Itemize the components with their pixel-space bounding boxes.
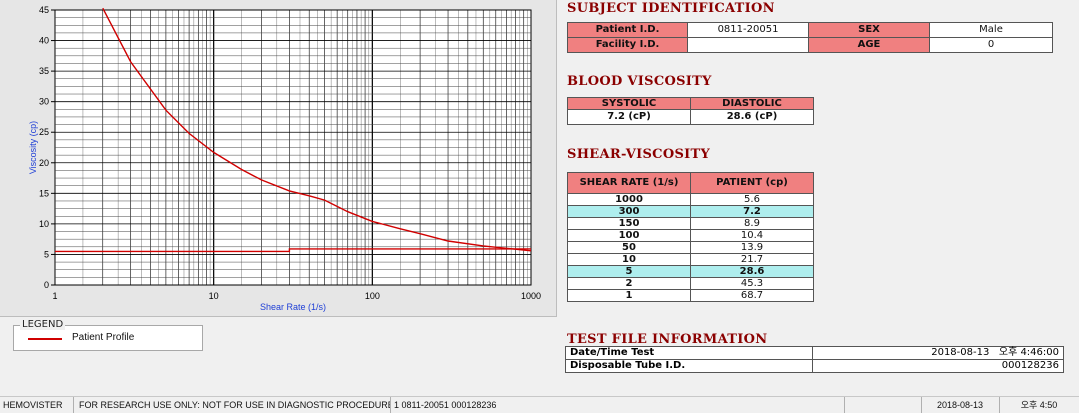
systolic-value: 7.2 (cP) (567, 109, 691, 125)
patient-cp-cell: 68.7 (690, 289, 814, 302)
x-tick-label: 100 (365, 291, 380, 301)
shear-rate-cell: 2 (567, 277, 691, 290)
shear-rate-cell: 5 (567, 265, 691, 278)
shear-rate-header: SHEAR RATE (1/s) (567, 172, 691, 194)
systolic-label: SYSTOLIC (567, 97, 691, 110)
sex-label: SEX (808, 22, 930, 38)
shear-rate-cell: 300 (567, 205, 691, 218)
x-tick-label: 1 (52, 291, 57, 301)
x-tick-label: 1000 (521, 291, 541, 301)
table-row: 150 8.9 (567, 217, 814, 230)
test-file-information-title: TEST FILE INFORMATION (567, 332, 768, 347)
patient-cp-cell: 45.3 (690, 277, 814, 290)
shear-viscosity-table: SHEAR RATE (1/s) PATIENT (cp) 1000 5.6 300… (567, 172, 814, 302)
y-tick-label: 10 (39, 219, 49, 229)
y-tick-label: 45 (39, 5, 49, 15)
datetime-test-label: Date/Time Test (565, 346, 813, 360)
datetime-test-value: 2018-08-13 오후 4:46:00 (812, 346, 1064, 360)
table-row: 2 45.3 (567, 277, 814, 290)
blood-viscosity-title: BLOOD VISCOSITY (567, 74, 712, 89)
table-row: 10 21.7 (567, 253, 814, 266)
patient-id-value: 0811-20051 (687, 22, 809, 38)
shear-rate-cell: 1 (567, 289, 691, 302)
table-row: 50 13.9 (567, 241, 814, 254)
status-date: 2018-08-13 (921, 397, 1000, 413)
shear-rate-cell: 10 (567, 253, 691, 266)
legend-series-label: Patient Profile (72, 332, 135, 343)
legend-title: LEGEND (20, 319, 66, 330)
status-bar: HEMOVISTER FOR RESEARCH USE ONLY: NOT FO… (0, 396, 1079, 413)
status-time: 오후 4:50 (1020, 400, 1058, 410)
y-tick-label: 20 (39, 158, 49, 168)
status-empty-cell (843, 397, 922, 413)
table-row: 5 28.6 (567, 265, 814, 278)
patient-cp-cell: 13.9 (690, 241, 814, 254)
age-label: AGE (808, 37, 930, 53)
table-row: 1 68.7 (567, 289, 814, 302)
diastolic-label: DIASTOLIC (690, 97, 814, 110)
y-tick-label: 40 (39, 36, 49, 46)
reference-line (55, 248, 531, 253)
subject-identification-title: SUBJECT IDENTIFICATION (567, 1, 775, 16)
patient-cp-cell: 5.6 (690, 193, 814, 206)
patient-profile-line (102, 7, 532, 252)
status-research-notice: FOR RESEARCH USE ONLY: NOT FOR USE IN DI… (76, 397, 391, 413)
blood-viscosity-table: SYSTOLIC DIASTOLIC 7.2 (cP) 28.6 (cP) (567, 97, 814, 125)
facility-id-value (687, 37, 809, 53)
viscosity-chart-panel: 0 5 10 15 20 25 30 35 40 45 1 10 100 1000 Shear Rate (… (0, 0, 557, 317)
x-axis-label: Shear Rate (1/s) (260, 302, 326, 312)
status-session-info: 1 0811-20051 000128236 (391, 397, 845, 413)
age-value: 0 (929, 37, 1053, 53)
table-row: 1000 5.6 (567, 193, 814, 206)
y-tick-label: 0 (44, 280, 49, 290)
y-tick-label: 30 (39, 97, 49, 107)
y-tick-label: 35 (39, 66, 49, 76)
patient-cp-cell: 10.4 (690, 229, 814, 242)
x-tick-label: 10 (209, 291, 219, 301)
patient-cp-cell: 8.9 (690, 217, 814, 230)
y-tick-label: 15 (39, 188, 49, 198)
shear-viscosity-title: SHEAR-VISCOSITY (567, 147, 711, 162)
table-row: 300 7.2 (567, 205, 814, 218)
diastolic-value: 28.6 (cP) (690, 109, 814, 125)
sex-value: Male (929, 22, 1053, 38)
test-file-table: Date/Time Test 2018-08-13 오후 4:46:00 Dis… (565, 346, 1064, 373)
y-axis-label: Viscosity (cp) (28, 121, 38, 174)
viscosity-chart: 0 5 10 15 20 25 30 35 40 45 1 10 100 1000 Shear Rate (… (28, 5, 541, 312)
y-tick-label: 5 (44, 249, 49, 259)
patient-cp-cell: 7.2 (690, 205, 814, 218)
status-app-name: HEMOVISTER (0, 397, 74, 413)
legend-series-swatch (28, 338, 62, 340)
patient-cp-cell: 21.7 (690, 253, 814, 266)
table-row: 100 10.4 (567, 229, 814, 242)
shear-rate-cell: 50 (567, 241, 691, 254)
disposable-tube-value: 000128236 (812, 359, 1064, 373)
patient-cp-cell: 28.6 (690, 265, 814, 278)
y-tick-label: 25 (39, 127, 49, 137)
patient-cp-header: PATIENT (cp) (690, 172, 814, 194)
shear-rate-cell: 100 (567, 229, 691, 242)
chart-legend: LEGEND Patient Profile (13, 319, 203, 351)
disposable-tube-label: Disposable Tube I.D. (565, 359, 813, 373)
shear-rate-cell: 1000 (567, 193, 691, 206)
patient-id-label: Patient I.D. (567, 22, 688, 38)
subject-table: Patient I.D. 0811-20051 SEX Male Facilit… (567, 22, 1053, 53)
facility-id-label: Facility I.D. (567, 37, 688, 53)
shear-rate-cell: 150 (567, 217, 691, 230)
